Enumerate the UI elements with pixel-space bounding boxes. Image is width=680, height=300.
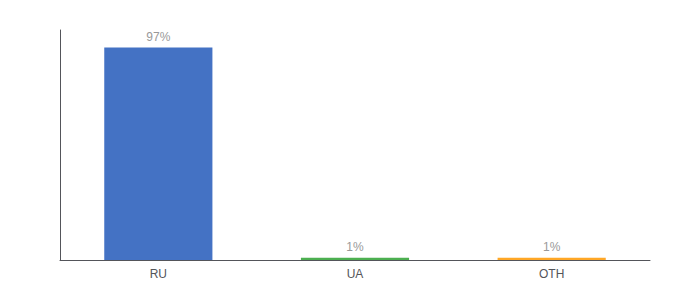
svg-text:1%: 1% xyxy=(346,240,364,254)
svg-text:1%: 1% xyxy=(543,240,561,254)
svg-text:UA: UA xyxy=(347,267,364,281)
svg-text:OTH: OTH xyxy=(539,267,564,281)
svg-text:RU: RU xyxy=(150,267,167,281)
svg-text:97%: 97% xyxy=(146,30,170,44)
